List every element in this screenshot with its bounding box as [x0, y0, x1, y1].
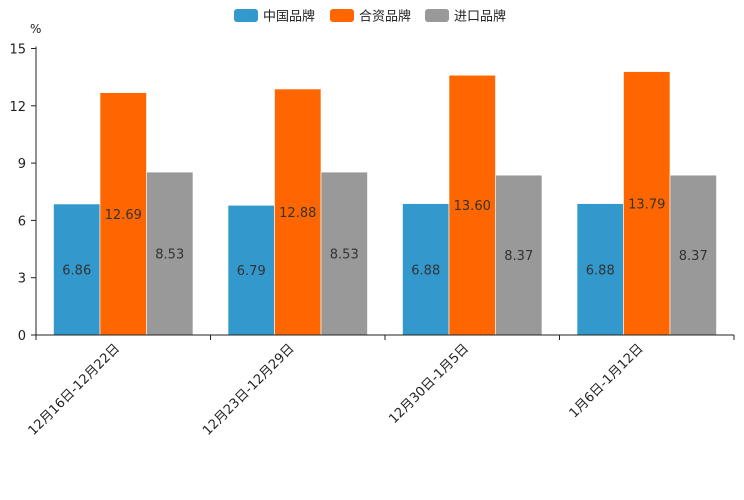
bar[interactable]	[227, 205, 275, 336]
y-tick-label: 6	[18, 214, 26, 229]
legend-swatch	[330, 9, 354, 22]
x-tick-label: 12月16日-12月22日	[26, 341, 123, 438]
bar[interactable]	[320, 171, 368, 336]
y-tick-label: 9	[18, 157, 26, 172]
legend-item[interactable]: 合资品牌	[330, 9, 411, 25]
legend-swatch	[234, 9, 258, 22]
bar[interactable]	[623, 71, 671, 336]
y-tick-label: 12	[9, 100, 26, 115]
data-label: 8.53	[330, 248, 359, 263]
y-axis-unit-label: %	[30, 22, 41, 36]
bar[interactable]	[146, 171, 194, 336]
data-label: 8.37	[504, 249, 533, 264]
bar[interactable]	[402, 203, 450, 336]
bar[interactable]	[99, 92, 147, 336]
bar-group: 6.86 12.69 8.53	[53, 92, 194, 336]
bar-group: 6.88 13.60 8.37	[402, 74, 543, 336]
bars: 6.8612.698.536.7912.888.536.8813.608.376…	[53, 71, 717, 336]
legend-swatch	[425, 9, 449, 22]
x-tick-label: 12月30日-1月5日	[386, 341, 472, 427]
legend-item[interactable]: 中国品牌	[234, 9, 315, 25]
legend-label: 进口品牌	[454, 9, 506, 25]
y-tick-label: 3	[18, 272, 26, 287]
legend-label: 合资品牌	[359, 9, 411, 25]
bar[interactable]	[495, 174, 543, 336]
data-label: 13.79	[628, 197, 665, 212]
bar-group: 6.79 12.88 8.53	[227, 88, 368, 336]
data-label: 12.69	[105, 208, 142, 223]
data-label: 8.53	[155, 248, 184, 263]
data-label: 6.88	[411, 263, 440, 278]
legend-label: 中国品牌	[263, 9, 315, 25]
data-label: 6.88	[586, 263, 615, 278]
x-tick-label: 1月6日-1月12日	[567, 341, 647, 421]
data-label: 6.86	[62, 263, 91, 278]
data-label: 12.88	[279, 206, 316, 221]
x-axis: 12月16日-12月22日 12月23日-12月29日 12月30日-1月5日 1月6…	[26, 334, 735, 439]
bar-group: 6.88 13.79 8.37	[576, 71, 717, 336]
legend-item[interactable]: 进口品牌	[425, 9, 506, 25]
data-label: 13.60	[454, 199, 491, 214]
data-label: 8.37	[679, 249, 708, 264]
y-tick-label: 0	[18, 329, 26, 344]
bar[interactable]	[448, 74, 496, 336]
y-axis: 0 3 6 9 12 15	[9, 43, 37, 344]
bar[interactable]	[576, 203, 624, 336]
bar[interactable]	[669, 174, 717, 336]
y-tick-label: 15	[9, 43, 26, 58]
data-label: 6.79	[237, 264, 266, 279]
bar[interactable]	[274, 88, 322, 336]
x-tick-label: 12月23日-12月29日	[200, 341, 297, 438]
legend: 中国品牌 合资品牌 进口品牌	[234, 9, 506, 25]
